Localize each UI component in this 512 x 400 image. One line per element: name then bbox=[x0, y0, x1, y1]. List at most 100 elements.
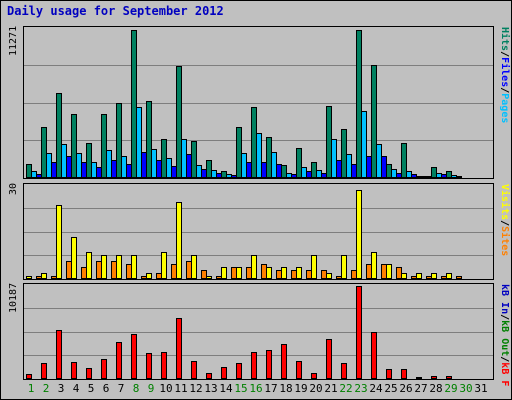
hits-bar-day-2 bbox=[41, 127, 47, 178]
kb-f-bar-day-3 bbox=[56, 330, 62, 379]
sites-bar-day-9 bbox=[156, 273, 162, 279]
sites-bar-day-11 bbox=[186, 261, 192, 279]
kb-f-bar-day-13 bbox=[206, 373, 212, 379]
gridline bbox=[24, 355, 493, 356]
x-tick-label-22: 22 bbox=[339, 382, 353, 395]
kb-f-bar-day-4 bbox=[71, 362, 77, 379]
pages-bar-day-28 bbox=[441, 174, 447, 178]
x-tick-label-21: 21 bbox=[324, 382, 338, 395]
gridline bbox=[24, 308, 493, 309]
gridline bbox=[24, 255, 493, 256]
visits-bar-day-11 bbox=[176, 202, 182, 279]
sites-bar-day-1 bbox=[36, 276, 42, 279]
x-tick-label-2: 2 bbox=[42, 382, 50, 395]
visits-bar-day-14 bbox=[221, 267, 227, 279]
hits-bar-day-19 bbox=[296, 148, 302, 178]
hits-bar-day-26 bbox=[401, 143, 407, 178]
legend-label: kB In bbox=[499, 284, 510, 315]
legend-label: Pages bbox=[499, 93, 510, 124]
kb-f-bar-day-25 bbox=[386, 369, 392, 379]
kb-f-bar-day-29 bbox=[446, 376, 452, 379]
legend-label: / bbox=[499, 87, 510, 94]
x-tick-label-18: 18 bbox=[279, 382, 293, 395]
hits-bar-day-15 bbox=[236, 127, 242, 178]
pages-bar-day-14 bbox=[231, 175, 237, 178]
sites-bar-day-5 bbox=[96, 261, 102, 279]
pages-bar-day-7 bbox=[126, 164, 132, 178]
kb-f-bar-day-19 bbox=[296, 361, 302, 379]
kb-f-bar-day-23 bbox=[356, 286, 362, 379]
visits-bar-day-22 bbox=[341, 255, 347, 279]
hits-files-pages-panel bbox=[23, 26, 494, 179]
visits-sites-panel bbox=[23, 183, 494, 280]
sites-bar-day-18 bbox=[291, 270, 297, 279]
hits-bar-day-28 bbox=[431, 167, 437, 178]
pages-bar-day-10 bbox=[171, 166, 177, 178]
hits-files-pages-legend: Hits/Files/Pages bbox=[494, 27, 510, 177]
pages-bar-day-26 bbox=[411, 174, 417, 178]
x-tick-label-15: 15 bbox=[234, 382, 248, 395]
sites-bar-day-2 bbox=[51, 276, 57, 279]
files-bar-day-21 bbox=[331, 139, 337, 178]
legend-label: / bbox=[499, 220, 510, 227]
x-tick-label-6: 6 bbox=[102, 382, 110, 395]
hits-bar-day-8 bbox=[131, 30, 137, 178]
files-bar-day-16 bbox=[256, 133, 262, 178]
pages-bar-day-25 bbox=[396, 173, 402, 178]
hits-ymax-label: 11271 bbox=[8, 26, 19, 57]
pages-bar-day-24 bbox=[381, 156, 387, 178]
sites-bar-day-29 bbox=[456, 276, 462, 279]
sites-bar-day-20 bbox=[321, 270, 327, 279]
pages-bar-day-16 bbox=[261, 162, 267, 178]
visits-bar-day-20 bbox=[311, 255, 317, 279]
kb-f-bar-day-1 bbox=[26, 374, 32, 379]
pages-bar-day-11 bbox=[186, 154, 192, 178]
x-tick-label-30: 30 bbox=[459, 382, 473, 395]
visits-bar-day-10 bbox=[161, 252, 167, 279]
kb-legend: kB In/kB Out/kB F bbox=[494, 284, 510, 386]
files-bar-day-8 bbox=[136, 107, 142, 178]
kb-f-bar-day-6 bbox=[101, 359, 107, 379]
pages-bar-day-22 bbox=[351, 164, 357, 178]
kb-f-bar-day-17 bbox=[266, 350, 272, 379]
kb-f-bar-day-21 bbox=[326, 339, 332, 379]
hits-bar-day-24 bbox=[371, 65, 377, 178]
kb-f-bar-day-2 bbox=[41, 363, 47, 379]
visits-sites-legend: Visits/Sites bbox=[494, 184, 510, 278]
hits-bar-day-4 bbox=[71, 114, 77, 178]
pages-bar-day-9 bbox=[156, 160, 162, 178]
x-tick-label-11: 11 bbox=[174, 382, 188, 395]
pages-bar-day-29 bbox=[456, 176, 462, 178]
sites-bar-day-7 bbox=[126, 264, 132, 279]
pages-bar-day-27 bbox=[426, 176, 432, 178]
sites-bar-day-22 bbox=[351, 270, 357, 279]
legend-label: Files bbox=[499, 57, 510, 88]
x-tick-label-13: 13 bbox=[204, 382, 218, 395]
pages-bar-day-4 bbox=[81, 162, 87, 178]
x-tick-label-16: 16 bbox=[249, 382, 263, 395]
legend-label: Visits bbox=[499, 184, 510, 221]
kb-f-bar-day-26 bbox=[401, 369, 407, 379]
legend-label: / bbox=[499, 356, 510, 363]
sites-bar-day-13 bbox=[216, 276, 222, 279]
kb-panel bbox=[23, 283, 494, 380]
kb-f-bar-day-10 bbox=[161, 352, 167, 379]
pages-bar-day-23 bbox=[366, 156, 372, 178]
sites-bar-day-17 bbox=[276, 270, 282, 279]
pages-bar-day-2 bbox=[51, 162, 57, 178]
x-tick-label-12: 12 bbox=[189, 382, 203, 395]
hits-bar-day-22 bbox=[341, 129, 347, 178]
pages-bar-day-3 bbox=[66, 156, 72, 178]
kb-f-bar-day-18 bbox=[281, 344, 287, 379]
hits-bar-day-11 bbox=[176, 66, 182, 178]
visits-bar-day-1 bbox=[26, 276, 32, 279]
x-tick-label-14: 14 bbox=[219, 382, 233, 395]
sites-bar-day-4 bbox=[81, 267, 87, 279]
legend-label: Sites bbox=[499, 226, 510, 257]
x-tick-label-23: 23 bbox=[354, 382, 368, 395]
sites-bar-day-23 bbox=[366, 264, 372, 279]
pages-bar-day-5 bbox=[96, 167, 102, 178]
pages-bar-day-8 bbox=[141, 152, 147, 178]
kb-f-bar-day-14 bbox=[221, 367, 227, 379]
